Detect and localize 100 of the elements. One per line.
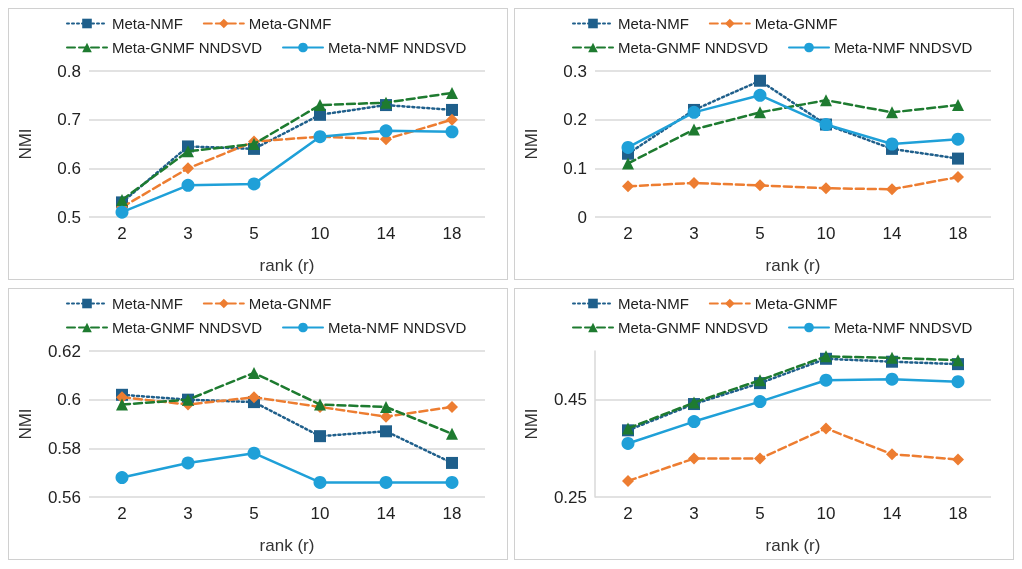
x-tick-label: 2 bbox=[623, 224, 633, 243]
x-tick-label: 18 bbox=[948, 224, 968, 243]
x-tick-label: 18 bbox=[442, 224, 462, 243]
legend-label: Meta-GNMF NNDSVD bbox=[112, 39, 263, 56]
point bbox=[181, 456, 195, 470]
point bbox=[621, 436, 635, 450]
x-axis-title: rank (r) bbox=[765, 536, 821, 555]
x-tick-label: 10 bbox=[310, 504, 330, 523]
x-tick-label: 5 bbox=[755, 224, 765, 243]
point bbox=[247, 177, 261, 191]
point bbox=[952, 453, 964, 466]
x-tick-label: 10 bbox=[310, 224, 330, 243]
x-tick-label: 5 bbox=[249, 504, 259, 523]
point bbox=[951, 132, 965, 146]
point bbox=[952, 171, 964, 184]
point bbox=[688, 123, 700, 136]
point bbox=[115, 205, 129, 219]
legend-label: Meta-GNMF NNDSVD bbox=[112, 319, 263, 336]
y-axis-title: NMI bbox=[522, 128, 541, 160]
point bbox=[446, 400, 458, 413]
point bbox=[313, 475, 327, 489]
y-tick-label: 0.5 bbox=[57, 207, 81, 227]
legend-label: Meta-GNMF bbox=[248, 15, 332, 32]
y-tick-label: 0 bbox=[577, 207, 587, 227]
legend-label: Meta-NMF bbox=[618, 15, 689, 32]
y-tick-label: 0.58 bbox=[47, 438, 81, 458]
point bbox=[445, 475, 459, 489]
legend-label: Meta-GNMF bbox=[754, 295, 838, 312]
x-axis-title: rank (r) bbox=[259, 256, 315, 275]
point bbox=[446, 427, 458, 440]
point bbox=[248, 366, 260, 379]
point bbox=[688, 452, 700, 465]
point bbox=[314, 99, 326, 112]
legend-label: Meta-NMF NNDSVD bbox=[834, 39, 973, 56]
x-tick-label: 5 bbox=[249, 224, 259, 243]
point bbox=[753, 88, 767, 102]
point bbox=[621, 140, 635, 154]
point bbox=[754, 452, 766, 465]
y-axis-title: NMI bbox=[16, 128, 35, 160]
point bbox=[181, 178, 195, 192]
legend-label: Meta-NMF NNDSVD bbox=[328, 39, 467, 56]
point bbox=[380, 425, 392, 438]
y-tick-label: 0.6 bbox=[57, 390, 81, 410]
point bbox=[247, 446, 261, 460]
point bbox=[687, 415, 701, 429]
x-tick-label: 3 bbox=[183, 224, 193, 243]
y-tick-label: 0.3 bbox=[563, 61, 587, 81]
legend-label: Meta-GNMF NNDSVD bbox=[618, 319, 769, 336]
x-tick-label: 3 bbox=[689, 504, 699, 523]
x-tick-label: 18 bbox=[948, 504, 968, 523]
point bbox=[885, 137, 899, 151]
x-tick-label: 2 bbox=[623, 504, 633, 523]
x-tick-label: 14 bbox=[376, 504, 396, 523]
point bbox=[754, 179, 766, 192]
legend-label: Meta-GNMF bbox=[248, 295, 332, 312]
y-tick-label: 0.56 bbox=[47, 487, 81, 507]
point bbox=[182, 162, 194, 175]
point bbox=[446, 456, 458, 469]
legend-label: Meta-NMF bbox=[618, 295, 689, 312]
point bbox=[688, 176, 700, 189]
point bbox=[819, 373, 833, 387]
x-tick-label: 3 bbox=[183, 504, 193, 523]
x-tick-label: 2 bbox=[117, 224, 127, 243]
x-tick-label: 18 bbox=[442, 504, 462, 523]
point bbox=[886, 351, 898, 364]
point bbox=[445, 125, 459, 139]
point bbox=[622, 180, 634, 193]
x-tick-label: 10 bbox=[816, 504, 836, 523]
point bbox=[886, 448, 898, 461]
point bbox=[380, 400, 392, 413]
legend-label: Meta-GNMF NNDSVD bbox=[618, 39, 769, 56]
y-tick-label: 0.7 bbox=[57, 110, 81, 130]
x-tick-label: 3 bbox=[689, 224, 699, 243]
point bbox=[446, 113, 458, 126]
legend-label: Meta-NMF NNDSVD bbox=[834, 319, 973, 336]
point bbox=[379, 124, 393, 138]
point bbox=[248, 391, 260, 404]
point bbox=[820, 422, 832, 435]
y-tick-label: 0.45 bbox=[553, 390, 587, 410]
point bbox=[622, 157, 634, 170]
legend-label: Meta-NMF NNDSVD bbox=[328, 319, 467, 336]
point bbox=[116, 398, 128, 411]
point bbox=[754, 106, 766, 119]
legend-label: Meta-GNMF bbox=[754, 15, 838, 32]
x-tick-label: 10 bbox=[816, 224, 836, 243]
y-axis-title: NMI bbox=[522, 408, 541, 440]
y-tick-label: 0.6 bbox=[57, 158, 81, 178]
x-axis-title: rank (r) bbox=[765, 256, 821, 275]
point bbox=[754, 74, 766, 87]
point bbox=[446, 86, 458, 99]
legend-label: Meta-NMF bbox=[112, 15, 183, 32]
x-tick-label: 14 bbox=[882, 504, 902, 523]
x-tick-label: 5 bbox=[755, 504, 765, 523]
y-tick-label: 0.62 bbox=[47, 341, 81, 361]
x-tick-label: 14 bbox=[882, 224, 902, 243]
y-tick-label: 0.2 bbox=[563, 110, 587, 130]
point bbox=[952, 152, 964, 165]
x-tick-label: 14 bbox=[376, 224, 396, 243]
point bbox=[314, 430, 326, 443]
legend-label: Meta-NMF bbox=[112, 295, 183, 312]
